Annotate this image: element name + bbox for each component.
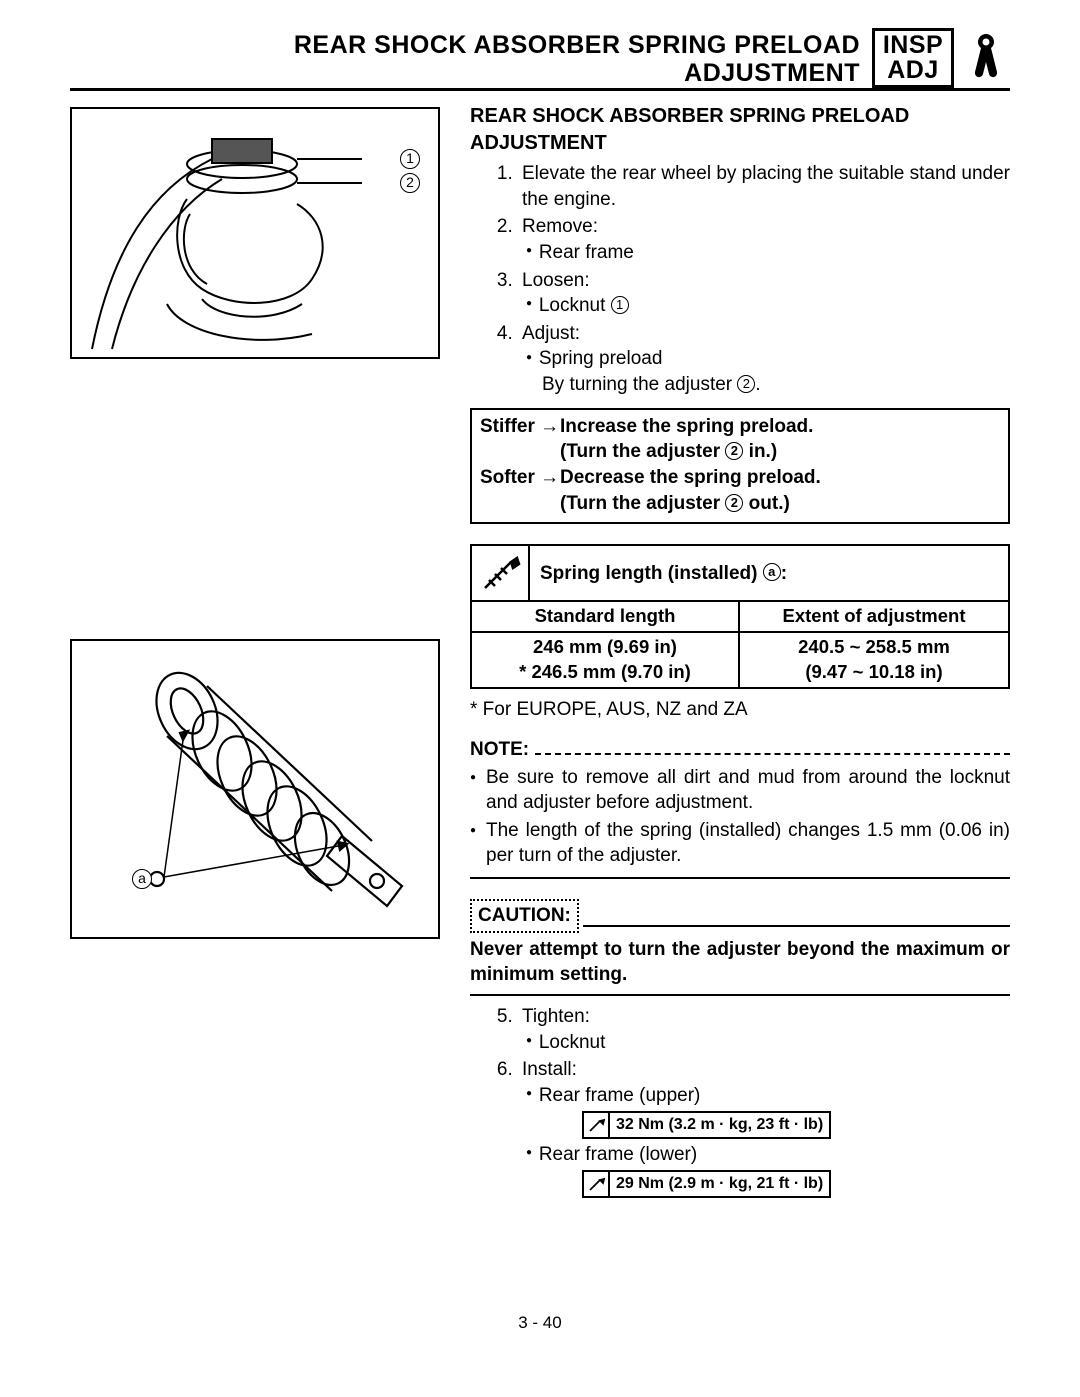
header-title-line1: REAR SHOCK ABSORBER SPRING PRELOAD bbox=[294, 31, 860, 59]
spring-length-icon bbox=[472, 546, 530, 600]
stiffer-label: Stiffer → bbox=[480, 414, 560, 465]
figure-1: 1 2 bbox=[70, 107, 440, 359]
step-6-bullet-2: Rear frame (lower) bbox=[526, 1142, 1010, 1168]
circled-1-icon: 1 bbox=[400, 149, 420, 169]
figure-2: a bbox=[70, 639, 440, 939]
fig1-callout-1: 1 bbox=[400, 149, 420, 169]
header-title-line2: ADJUSTMENT bbox=[684, 59, 860, 87]
step-5-bullet: Locknut bbox=[526, 1030, 1010, 1056]
left-column: 1 2 bbox=[70, 103, 470, 939]
page-header: REAR SHOCK ABSORBER SPRING PRELOAD ADJUS… bbox=[70, 28, 1010, 91]
fig1-callout-2: 2 bbox=[400, 173, 420, 193]
step-5: Tighten: Locknut bbox=[518, 1004, 1010, 1055]
caution-text: Never attempt to turn the adjuster beyon… bbox=[470, 937, 1010, 988]
step-4-line-2: By turning the adjuster 2. bbox=[522, 372, 1010, 398]
figure-2-drawing bbox=[72, 641, 438, 937]
caution-label: CAUTION: bbox=[470, 899, 579, 933]
step-3-bullet: Locknut 1 bbox=[526, 293, 1010, 319]
step-6: Install: Rear frame (upper) 32 Nm (3.2 m… bbox=[518, 1057, 1010, 1201]
step-1: Elevate the rear wheel by placing the su… bbox=[518, 161, 1010, 212]
torque-spec-1: 32 Nm (3.2 m · kg, 23 ft · lb) bbox=[582, 1111, 831, 1139]
section-title: REAR SHOCK ABSORBER SPRING PRELOAD ADJUS… bbox=[470, 103, 1010, 157]
softer-text: Decrease the spring preload. (Turn the a… bbox=[560, 465, 1000, 516]
spec-col-1: Standard length bbox=[472, 602, 740, 631]
header-badge: INSP ADJ bbox=[872, 28, 954, 88]
spec-val-1: 246 mm (9.69 in) * 246.5 mm (9.70 in) bbox=[472, 633, 740, 687]
spec-val-2: 240.5 ~ 258.5 mm (9.47 ~ 10.18 in) bbox=[740, 633, 1008, 687]
note-label: NOTE: bbox=[470, 737, 529, 763]
spec-col-2: Extent of adjustment bbox=[740, 602, 1008, 631]
stiffer-softer-box: Stiffer → Increase the spring preload. (… bbox=[470, 408, 1010, 525]
note-2: The length of the spring (installed) cha… bbox=[470, 818, 1010, 869]
spec-title: Spring length (installed) a: bbox=[530, 557, 797, 591]
fig2-callout-a: a bbox=[132, 869, 152, 889]
circled-2-icon: 2 bbox=[400, 173, 420, 193]
note-header: NOTE: bbox=[470, 737, 1010, 763]
step-2: Remove: Rear frame bbox=[518, 214, 1010, 265]
note-end-line bbox=[470, 877, 1010, 879]
spec-table: Spring length (installed) a: Standard le… bbox=[470, 544, 1010, 689]
caution-end-line bbox=[470, 994, 1010, 996]
steps-list-1: Elevate the rear wheel by placing the su… bbox=[470, 161, 1010, 398]
header-title: REAR SHOCK ABSORBER SPRING PRELOAD ADJUS… bbox=[294, 28, 866, 87]
circled-2-inline: 2 bbox=[737, 375, 755, 393]
step-3: Loosen: Locknut 1 bbox=[518, 268, 1010, 319]
step-4: Adjust: Spring preload By turning the ad… bbox=[518, 321, 1010, 398]
step-6-bullet-1: Rear frame (upper) bbox=[526, 1083, 1010, 1109]
badge-line1: INSP bbox=[883, 31, 943, 59]
stiffer-text: Increase the spring preload. (Turn the a… bbox=[560, 414, 1000, 465]
torque-icon bbox=[584, 1113, 610, 1137]
note-list: Be sure to remove all dirt and mud from … bbox=[470, 765, 1010, 870]
note-dash-line bbox=[535, 743, 1010, 755]
content-row: 1 2 bbox=[70, 103, 1010, 1203]
figure-1-drawing bbox=[72, 109, 438, 357]
footnote: * For EUROPE, AUS, NZ and ZA bbox=[470, 697, 1010, 723]
torque-icon bbox=[584, 1172, 610, 1196]
caution-line bbox=[583, 917, 1010, 927]
page-number: 3 - 40 bbox=[70, 1313, 1010, 1333]
badge-line2: ADJ bbox=[887, 56, 939, 84]
right-column: REAR SHOCK ABSORBER SPRING PRELOAD ADJUS… bbox=[470, 103, 1010, 1203]
circled-a-icon: a bbox=[132, 869, 152, 889]
caution-header: CAUTION: bbox=[470, 899, 1010, 933]
step-4-bullet-1: Spring preload bbox=[526, 346, 1010, 372]
torque-spec-2: 29 Nm (2.9 m · kg, 21 ft · lb) bbox=[582, 1170, 831, 1198]
circled-1-inline: 1 bbox=[611, 296, 629, 314]
note-1: Be sure to remove all dirt and mud from … bbox=[470, 765, 1010, 816]
page: REAR SHOCK ABSORBER SPRING PRELOAD ADJUS… bbox=[0, 0, 1080, 1373]
steps-list-2: Tighten: Locknut Install: Rear frame (up… bbox=[470, 1004, 1010, 1201]
tool-icon bbox=[962, 28, 1010, 84]
step-2-bullet: Rear frame bbox=[526, 240, 1010, 266]
softer-label: Softer → bbox=[480, 465, 560, 516]
